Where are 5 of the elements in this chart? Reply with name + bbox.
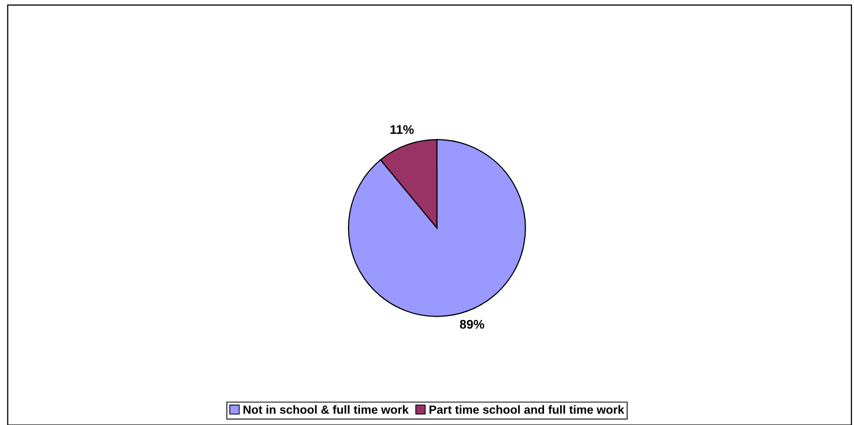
legend-label: Not in school & full time work	[244, 405, 409, 414]
data-label: 89%	[460, 320, 484, 329]
pie-slice	[348, 138, 526, 317]
legend-label: Part time school and full time work	[430, 405, 624, 414]
data-label: 11%	[390, 125, 414, 134]
